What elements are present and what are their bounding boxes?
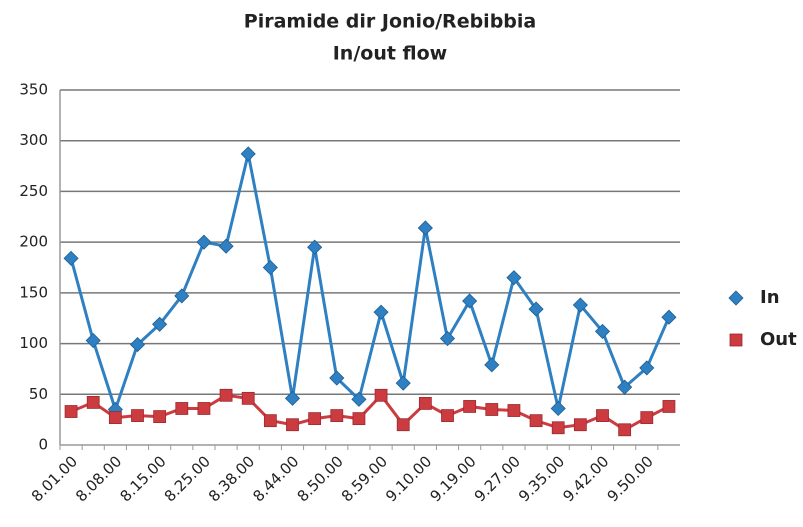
data-point (550, 400, 566, 417)
data-point (241, 391, 255, 405)
data-point (219, 388, 233, 402)
x-tick-label: 9.42.00 (559, 452, 612, 505)
data-point (617, 379, 633, 395)
legend-marker (728, 290, 744, 306)
data-point (551, 421, 565, 435)
data-point (507, 404, 521, 417)
x-tick-label: 8.44.00 (249, 452, 302, 505)
data-point (439, 330, 456, 347)
data-point (330, 409, 344, 422)
y-tick-label: 100 (19, 334, 48, 352)
data-point (352, 412, 366, 426)
data-point (108, 411, 122, 425)
y-tick-label: 50 (29, 385, 48, 403)
data-point (640, 411, 654, 425)
x-tick-label: 8.15.00 (116, 452, 169, 505)
data-point (64, 405, 78, 418)
data-point (153, 410, 167, 424)
data-point (573, 418, 587, 432)
data-point (418, 397, 432, 410)
x-tick-label: 9.27.00 (471, 452, 524, 505)
data-point (662, 400, 676, 413)
x-tick-label: 8.08.00 (72, 452, 125, 505)
x-tick-label: 8.01.00 (28, 452, 81, 505)
data-point (129, 337, 146, 353)
series-line (70, 392, 670, 432)
y-tick-label: 0 (38, 436, 48, 454)
legend-marker (729, 333, 743, 347)
legend-label: Out (760, 329, 797, 350)
y-tick-label: 200 (19, 233, 48, 251)
data-point (351, 391, 367, 407)
data-point (596, 409, 609, 422)
y-tick-label: 150 (19, 283, 48, 301)
data-point (284, 390, 301, 406)
data-point (131, 409, 144, 422)
x-tick-label: 8.38.00 (205, 452, 258, 505)
data-point (85, 332, 101, 349)
data-point (308, 412, 322, 426)
data-point (174, 288, 190, 304)
data-point (618, 423, 632, 437)
data-point (462, 293, 478, 309)
x-tick-label: 9.50.00 (604, 452, 657, 505)
data-point (396, 418, 410, 432)
data-point (594, 323, 611, 339)
legend-label: In (760, 287, 780, 308)
x-tick-label: 8.50.00 (294, 452, 347, 505)
x-tick-label: 8.59.00 (338, 452, 391, 505)
y-tick-label: 250 (19, 182, 48, 200)
x-tick-label: 9.35.00 (515, 452, 568, 505)
data-point (329, 370, 345, 386)
y-tick-label: 350 (19, 81, 48, 99)
x-tick-label: 9.19.00 (426, 452, 479, 505)
data-point (218, 238, 234, 254)
chart-subtitle: In/out flow (333, 43, 448, 65)
data-point (529, 414, 543, 428)
data-point (240, 146, 256, 162)
data-point (528, 301, 544, 317)
data-point (485, 403, 499, 416)
series-line (69, 153, 671, 415)
data-point (639, 360, 655, 376)
data-point (506, 270, 522, 286)
x-tick-label: 9.10.00 (382, 452, 435, 505)
data-point (286, 418, 299, 432)
data-point (374, 388, 388, 402)
data-point (441, 409, 454, 422)
data-point (572, 297, 588, 313)
data-point (395, 375, 411, 391)
chart-title: Piramide dir Jonio/Rebibbia (244, 11, 536, 33)
data-point (463, 400, 477, 413)
data-point (262, 259, 278, 276)
data-point (417, 220, 433, 236)
data-point (196, 234, 212, 250)
data-point (152, 316, 168, 332)
data-point (661, 309, 677, 325)
data-point (307, 239, 323, 255)
data-point (175, 402, 189, 415)
data-point (484, 357, 500, 373)
y-tick-label: 300 (19, 131, 48, 149)
data-point (197, 402, 211, 415)
data-point (86, 395, 100, 409)
x-tick-label: 8.25.00 (161, 452, 214, 505)
data-point (373, 304, 389, 320)
data-point (263, 414, 277, 428)
data-point (63, 250, 79, 266)
